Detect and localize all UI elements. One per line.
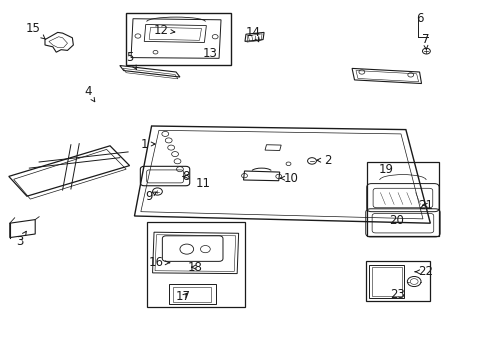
Text: 4: 4 (84, 85, 95, 102)
Text: 9: 9 (145, 190, 156, 203)
Text: 18: 18 (187, 261, 202, 274)
Text: 2: 2 (316, 154, 331, 167)
Text: 11: 11 (195, 177, 210, 190)
Bar (368, 265, 404, 298)
Text: 7: 7 (421, 33, 428, 49)
Text: 19: 19 (378, 163, 393, 176)
Text: 21: 21 (417, 199, 432, 212)
Text: 1: 1 (140, 138, 155, 150)
Text: 3: 3 (16, 231, 26, 248)
Text: 15: 15 (26, 22, 45, 39)
Bar (371, 267, 401, 296)
Text: 20: 20 (388, 214, 403, 227)
Text: 22: 22 (414, 265, 432, 278)
Text: 12: 12 (154, 24, 174, 37)
Bar (365, 261, 429, 301)
Bar (146, 222, 244, 307)
Bar (126, 13, 231, 65)
Bar (366, 162, 438, 236)
Text: 6: 6 (415, 12, 423, 24)
Text: 16: 16 (149, 256, 169, 269)
Text: 13: 13 (203, 47, 217, 60)
Text: 17: 17 (176, 291, 190, 303)
Text: 8: 8 (182, 170, 189, 183)
Text: 10: 10 (280, 172, 298, 185)
Text: 5: 5 (125, 51, 136, 69)
Text: 23: 23 (389, 288, 404, 301)
Text: 14: 14 (245, 26, 260, 42)
